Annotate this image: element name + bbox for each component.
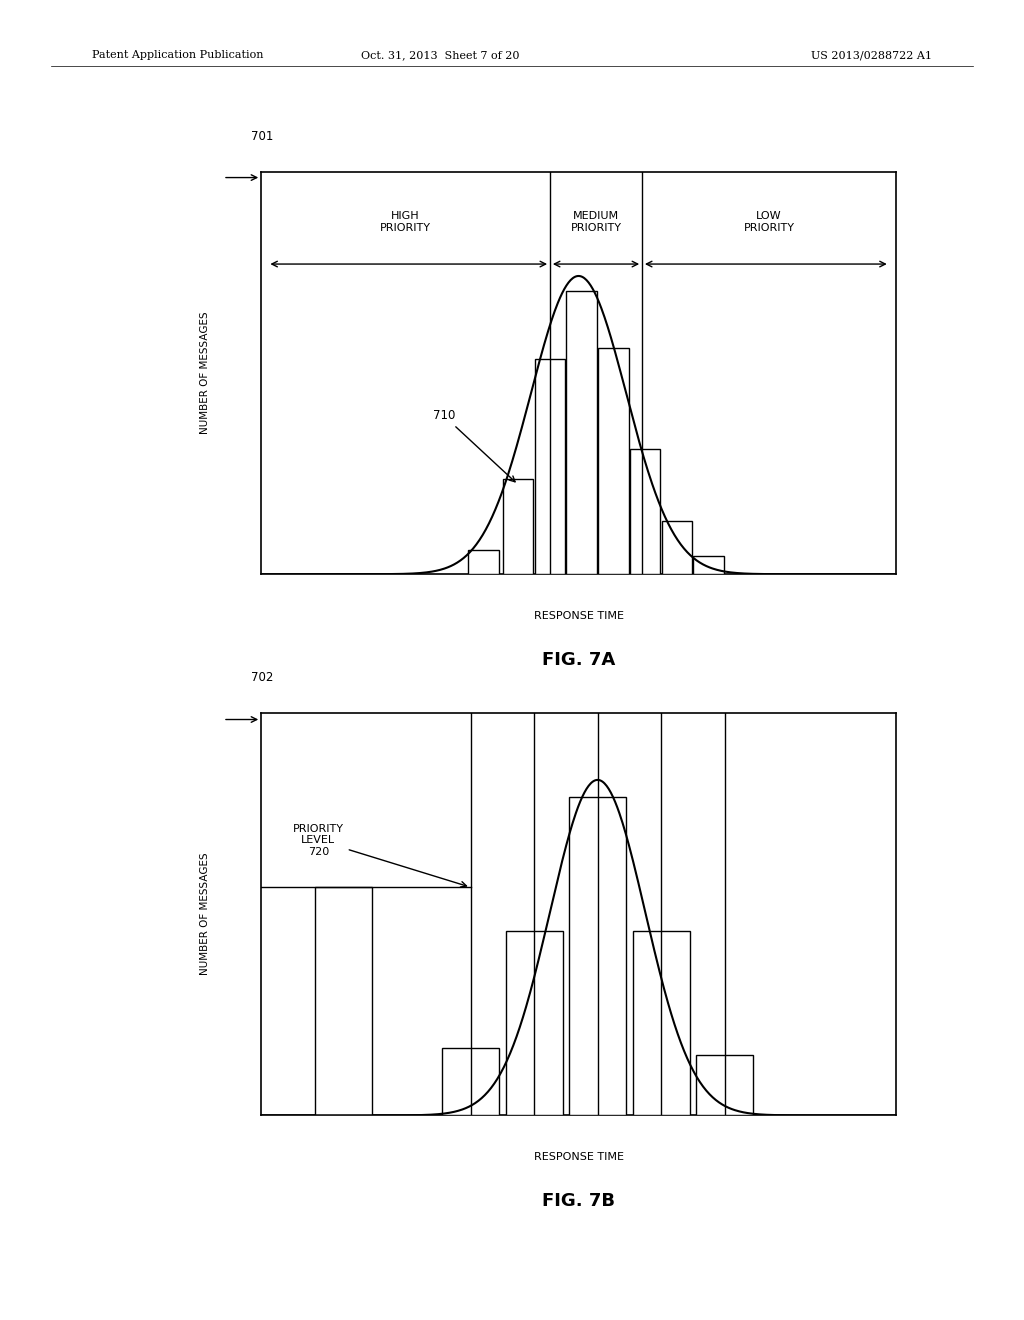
Text: Oct. 31, 2013  Sheet 7 of 20: Oct. 31, 2013 Sheet 7 of 20 (361, 50, 519, 61)
Text: HIGH
PRIORITY: HIGH PRIORITY (380, 211, 431, 234)
Bar (662, 520, 692, 574)
Text: NUMBER OF MESSAGES: NUMBER OF MESSAGES (200, 312, 210, 434)
Text: RESPONSE TIME: RESPONSE TIME (534, 1152, 624, 1163)
Bar (630, 449, 660, 574)
Text: MEDIUM
PRIORITY: MEDIUM PRIORITY (570, 211, 622, 234)
Bar (566, 290, 597, 574)
Text: 710: 710 (432, 409, 515, 482)
Text: 702: 702 (251, 671, 273, 684)
Text: NUMBER OF MESSAGES: NUMBER OF MESSAGES (200, 853, 210, 975)
Text: US 2013/0288722 A1: US 2013/0288722 A1 (811, 50, 932, 61)
Text: Patent Application Publication: Patent Application Publication (92, 50, 263, 61)
Bar (468, 550, 499, 574)
Text: FIG. 7B: FIG. 7B (542, 1192, 615, 1210)
Bar (633, 931, 689, 1115)
Bar (598, 347, 629, 574)
Text: PRIORITY
LEVEL
720: PRIORITY LEVEL 720 (293, 824, 467, 887)
Text: 701: 701 (251, 129, 273, 143)
Bar (535, 359, 565, 574)
Bar (569, 797, 627, 1115)
Bar (315, 887, 373, 1115)
Bar (442, 1048, 500, 1115)
Text: LOW
PRIORITY: LOW PRIORITY (743, 211, 795, 234)
Bar (693, 556, 724, 574)
Text: FIG. 7A: FIG. 7A (542, 651, 615, 669)
Bar (503, 479, 534, 574)
Bar (506, 931, 563, 1115)
Text: RESPONSE TIME: RESPONSE TIME (534, 611, 624, 622)
Bar (696, 1055, 753, 1115)
